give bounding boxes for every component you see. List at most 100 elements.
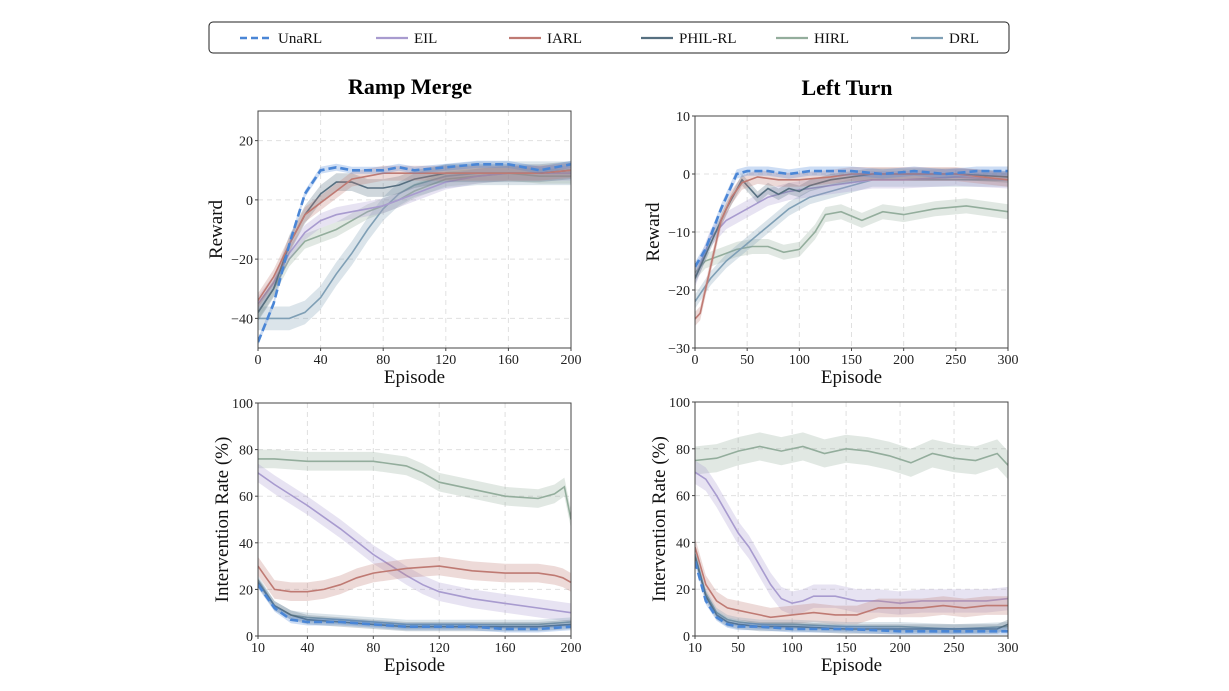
y-tick-label: −20 [668,284,690,299]
series-band [258,161,571,331]
x-axis-label: Episode [821,367,882,388]
y-axis-label: Reward [643,202,664,262]
x-tick-label: 300 [998,353,1019,368]
series-band [258,581,571,633]
y-tick-label: 80 [239,444,253,459]
legend-label: UnaRL [278,31,322,47]
series-band [258,575,571,629]
x-tick-label: 120 [429,641,450,656]
series-unarl [258,581,571,633]
y-tick-label: 0 [683,630,690,645]
legend-item-unarl: UnaRL [240,31,322,47]
legend-item-drl: DRL [911,31,979,47]
x-tick-label: 50 [731,641,745,656]
series-eil [695,168,1008,288]
series-drl [695,549,1008,634]
series-line [695,176,1008,279]
x-tick-label: 0 [255,353,262,368]
x-tick-label: 200 [890,641,911,656]
x-tick-label: 150 [836,641,857,656]
legend-label: PHIL-RL [679,31,737,47]
series-band [695,460,1008,615]
panel-left-turn-intervention: 10 50 100 150 200 250 300 0 20 40 60 80 100 Episode In… [649,396,1019,676]
series-line [695,169,1008,268]
series-line [695,546,1008,619]
series-eil [695,460,1008,615]
series-hirl [695,198,1008,281]
plot-area [258,160,571,346]
series-eil [258,463,571,622]
series-band [695,549,1008,634]
y-tick-label: 0 [246,194,253,209]
legend-label: DRL [949,31,979,47]
series-hirl [695,432,1008,480]
y-axis-label: Reward [206,199,227,259]
x-tick-label: 200 [561,641,582,656]
series-band [258,463,571,622]
series-iarl [258,556,571,601]
series-line [258,565,571,593]
series-line [695,173,1008,320]
series-iarl [258,162,571,308]
y-tick-label: 40 [676,536,690,551]
panel-left-turn-reward: 0 50 100 150 200 250 300 −30 −20 −10 0 10 Episode Rew… [643,110,1019,388]
legend-item-hirl: HIRL [776,31,849,47]
y-tick-label: 60 [239,490,253,505]
y-axis-label: Intervention Rate (%) [212,437,233,603]
y-tick-label: −30 [668,342,690,357]
series-hirl [258,449,571,529]
series-line [258,172,571,305]
y-tick-label: 10 [676,110,690,125]
x-tick-label: 160 [495,641,516,656]
panel-ramp-merge-intervention: 10 40 80 120 160 200 0 20 40 60 80 100 Episode Interv… [212,397,582,676]
legend-frame [208,21,1010,54]
series-line [258,458,571,520]
legend-label: EIL [414,31,437,47]
x-tick-label: 0 [692,353,699,368]
y-tick-label: 20 [239,135,253,150]
x-tick-label: 250 [945,353,966,368]
y-axis-label: Intervention Rate (%) [649,436,670,602]
y-tick-label: 100 [232,397,253,412]
series-line [695,560,1008,633]
y-tick-label: 80 [676,443,690,458]
x-tick-label: 250 [944,641,965,656]
x-tick-label: 50 [740,353,754,368]
y-tick-label: 100 [669,396,690,411]
series-band [695,168,1008,285]
series-line [695,205,1008,274]
legend: UnaRL EIL IARL PHIL-RL HIRL DRL [208,21,1010,54]
series-band [258,556,571,601]
x-tick-label: 40 [300,641,314,656]
series-band [695,432,1008,480]
y-tick-label: −10 [668,226,690,241]
x-tick-label: 160 [498,353,519,368]
series-band [695,167,1008,326]
x-axis-label: Episode [384,367,445,388]
series-band [695,537,1008,627]
series-iarl [695,537,1008,627]
series-line [258,169,571,302]
axes-frame [694,401,1009,637]
plot-area [695,432,1008,635]
series-unarl [695,557,1008,635]
x-tick-label: 100 [789,353,810,368]
y-tick-label: 20 [239,583,253,598]
x-tick-label: 200 [561,353,582,368]
series-band [695,168,1008,288]
y-tick-label: 60 [676,490,690,505]
plot-area [258,449,571,633]
y-tick-label: 0 [683,168,690,183]
panel-title-ramp-merge: Ramp Merge [348,74,472,99]
series-unarl [695,166,1008,272]
x-tick-label: 10 [251,641,265,656]
y-tick-label: 0 [246,630,253,645]
y-tick-label: 40 [239,537,253,552]
legend-item-eil: EIL [376,31,437,47]
series-band [258,161,571,322]
series-band [695,551,1008,634]
x-tick-label: 300 [998,641,1019,656]
series-line [695,445,1008,466]
series-band [695,172,1008,309]
